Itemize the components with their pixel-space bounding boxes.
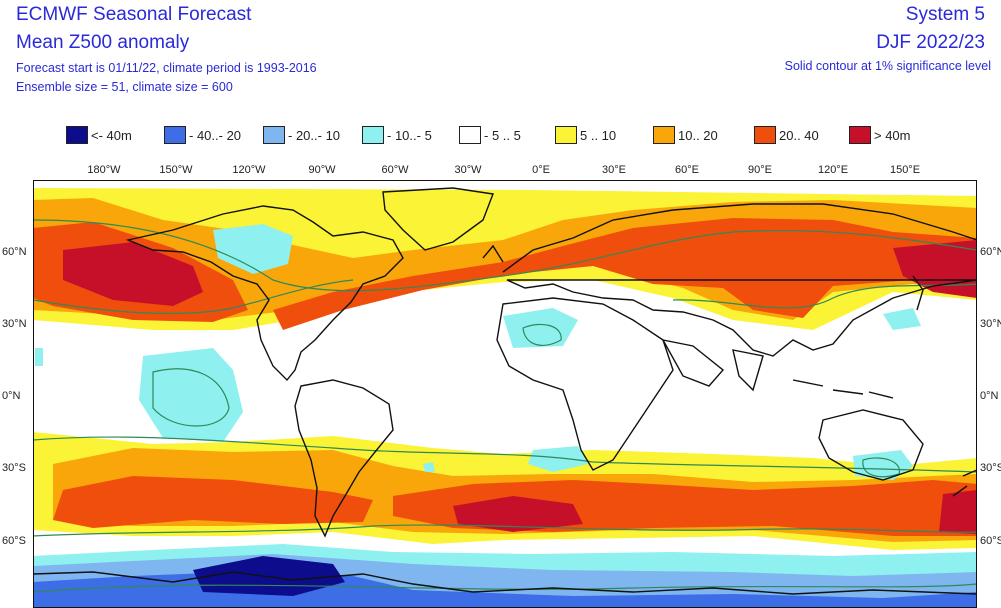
anomaly-region <box>503 308 578 348</box>
anomaly-region <box>528 446 588 472</box>
latitude-label-right: 30°N <box>980 318 1001 330</box>
latitude-label-left: 30°S <box>2 462 26 474</box>
significance-contour <box>152 368 230 427</box>
longitude-label: 120°E <box>817 164 849 176</box>
longitude-label: 30°W <box>454 164 482 176</box>
longitude-label: 150°E <box>889 164 921 176</box>
anomaly-region <box>53 476 373 528</box>
legend-swatch <box>66 126 88 144</box>
significance-contour <box>33 436 977 473</box>
info-line2: Ensemble size = 51, climate size = 600 <box>16 80 233 94</box>
latitude-label-left: 60°N <box>2 246 27 258</box>
longitude-label: 60°W <box>381 164 409 176</box>
longitude-label: 150°W <box>159 164 193 176</box>
longitude-label: 90°E <box>748 164 772 176</box>
anomaly-region <box>213 224 293 274</box>
legend-label: 5 .. 10 <box>580 127 617 143</box>
anomaly-region <box>453 496 583 532</box>
legend-label: <- 40m <box>91 127 132 143</box>
significance-contour <box>672 283 977 309</box>
title-line2: Mean Z500 anomaly <box>16 32 190 53</box>
legend-label: - 10..- 5 <box>387 127 432 143</box>
latitude-label-right: 60°S <box>980 535 1001 547</box>
latitude-label-right: 0°N <box>980 390 999 402</box>
season-label: DJF 2022/23 <box>876 32 985 53</box>
legend-item: - 5 .. 5 <box>459 125 521 145</box>
legend-item: 20.. 40 <box>754 125 819 145</box>
legend-swatch <box>263 126 285 144</box>
significance-contour <box>33 219 977 292</box>
legend-item: 10.. 20 <box>653 125 718 145</box>
longitude-label: 30°E <box>602 164 626 176</box>
legend-label: - 20..- 10 <box>288 127 341 143</box>
legend-swatch <box>459 126 481 144</box>
anomaly-region <box>423 462 435 472</box>
latitude-label-left: 60°S <box>2 535 26 547</box>
significance-contour <box>33 524 977 537</box>
latitude-label-right: 60°N <box>980 246 1001 258</box>
legend-swatch <box>653 126 675 144</box>
anomaly-region <box>883 308 921 330</box>
system-label: System 5 <box>905 4 985 25</box>
contour-note: Solid contour at 1% significance level <box>784 59 991 73</box>
legend-label: - 40..- 20 <box>189 127 242 143</box>
coastline-icon <box>33 187 977 595</box>
anomaly-region <box>35 348 43 366</box>
anomaly-region <box>273 218 977 330</box>
legend-label: - 5 .. 5 <box>484 127 521 143</box>
legend-swatch <box>164 126 186 144</box>
longitude-label: 0°E <box>532 164 550 176</box>
info-line1: Forecast start is 01/11/22, climate peri… <box>16 61 317 75</box>
legend-swatch <box>555 126 577 144</box>
legend-label: 10.. 20 <box>678 127 718 143</box>
longitude-label: 120°W <box>232 164 266 176</box>
legend-item: - 10..- 5 <box>362 125 432 145</box>
latitude-label-left: 0°N <box>2 390 21 402</box>
legend-label: > 40m <box>874 127 911 143</box>
significance-contour <box>33 279 354 315</box>
legend-label: 20.. 40 <box>779 127 819 143</box>
legend-swatch <box>849 126 871 144</box>
legend-item: 5 .. 10 <box>555 125 616 145</box>
longitude-label: 90°W <box>308 164 336 176</box>
anomaly-region <box>63 242 203 306</box>
longitude-label: 60°E <box>675 164 699 176</box>
anomaly-map <box>33 180 977 608</box>
legend-item: - 40..- 20 <box>164 125 241 145</box>
legend-item: <- 40m <box>66 125 132 145</box>
longitude-label: 180°W <box>87 164 121 176</box>
legend-swatch <box>362 126 384 144</box>
legend-swatch <box>754 126 776 144</box>
anomaly-region <box>939 490 977 534</box>
legend-item: - 20..- 10 <box>263 125 340 145</box>
significance-contour <box>522 323 562 346</box>
latitude-label-right: 30°S <box>980 462 1001 474</box>
legend-item: > 40m <box>849 125 911 145</box>
title-line1: ECMWF Seasonal Forecast <box>16 4 252 25</box>
latitude-label-left: 30°N <box>2 318 27 330</box>
